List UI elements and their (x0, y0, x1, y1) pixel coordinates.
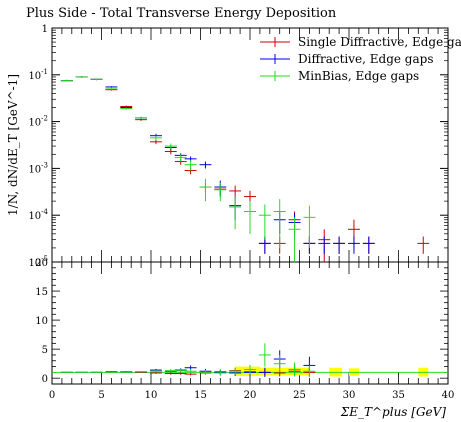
x-tick-label: 5 (98, 390, 104, 401)
y-tick-label: 15 (35, 287, 48, 298)
y-tick-label: 10-5 (28, 255, 48, 269)
legend: Single Diffractive, Edge gaps Diffractive… (260, 35, 461, 83)
x-tick-label: 30 (343, 390, 356, 401)
y-tick-label: 10-1 (28, 68, 48, 82)
y-tick-label: 0 (42, 374, 48, 385)
bottom-axis-ticks: 0 5 10 15 20 25 30 35 40 0 5 10 15 20 (35, 258, 454, 401)
y-tick-label: 10-2 (28, 115, 48, 129)
y-axis-label: 1/N, dN/dE_T [GeV^-1] (6, 74, 20, 216)
y-tick-label: 1 (42, 24, 48, 35)
top-data-marks (60, 76, 430, 262)
legend-label: MinBias, Edge gaps (298, 69, 419, 83)
uncertainty-band (259, 367, 310, 376)
chart-title: Plus Side - Total Transverse Energy Depo… (26, 6, 337, 21)
x-tick-label: 10 (145, 390, 158, 401)
y-tick-label: 10 (35, 316, 48, 327)
x-tick-label: 15 (194, 390, 207, 401)
x-axis-label: ΣE_T^plus [GeV] (340, 405, 447, 419)
x-tick-label: 40 (442, 390, 455, 401)
x-tick-label: 35 (392, 390, 405, 401)
legend-label: Diffractive, Edge gaps (298, 52, 433, 66)
x-tick-label: 20 (244, 390, 257, 401)
y-tick-label: 20 (35, 258, 48, 269)
y-tick-label: 10-3 (28, 161, 48, 175)
y-tick-label: 10-4 (28, 208, 48, 222)
ratio-data-marks (52, 343, 448, 378)
legend-label: Single Diffractive, Edge gaps (298, 35, 461, 49)
x-tick-label: 25 (293, 390, 306, 401)
uncertainty-band (235, 366, 260, 376)
y-tick-label: 5 (42, 345, 48, 356)
x-tick-label: 0 (49, 390, 55, 401)
